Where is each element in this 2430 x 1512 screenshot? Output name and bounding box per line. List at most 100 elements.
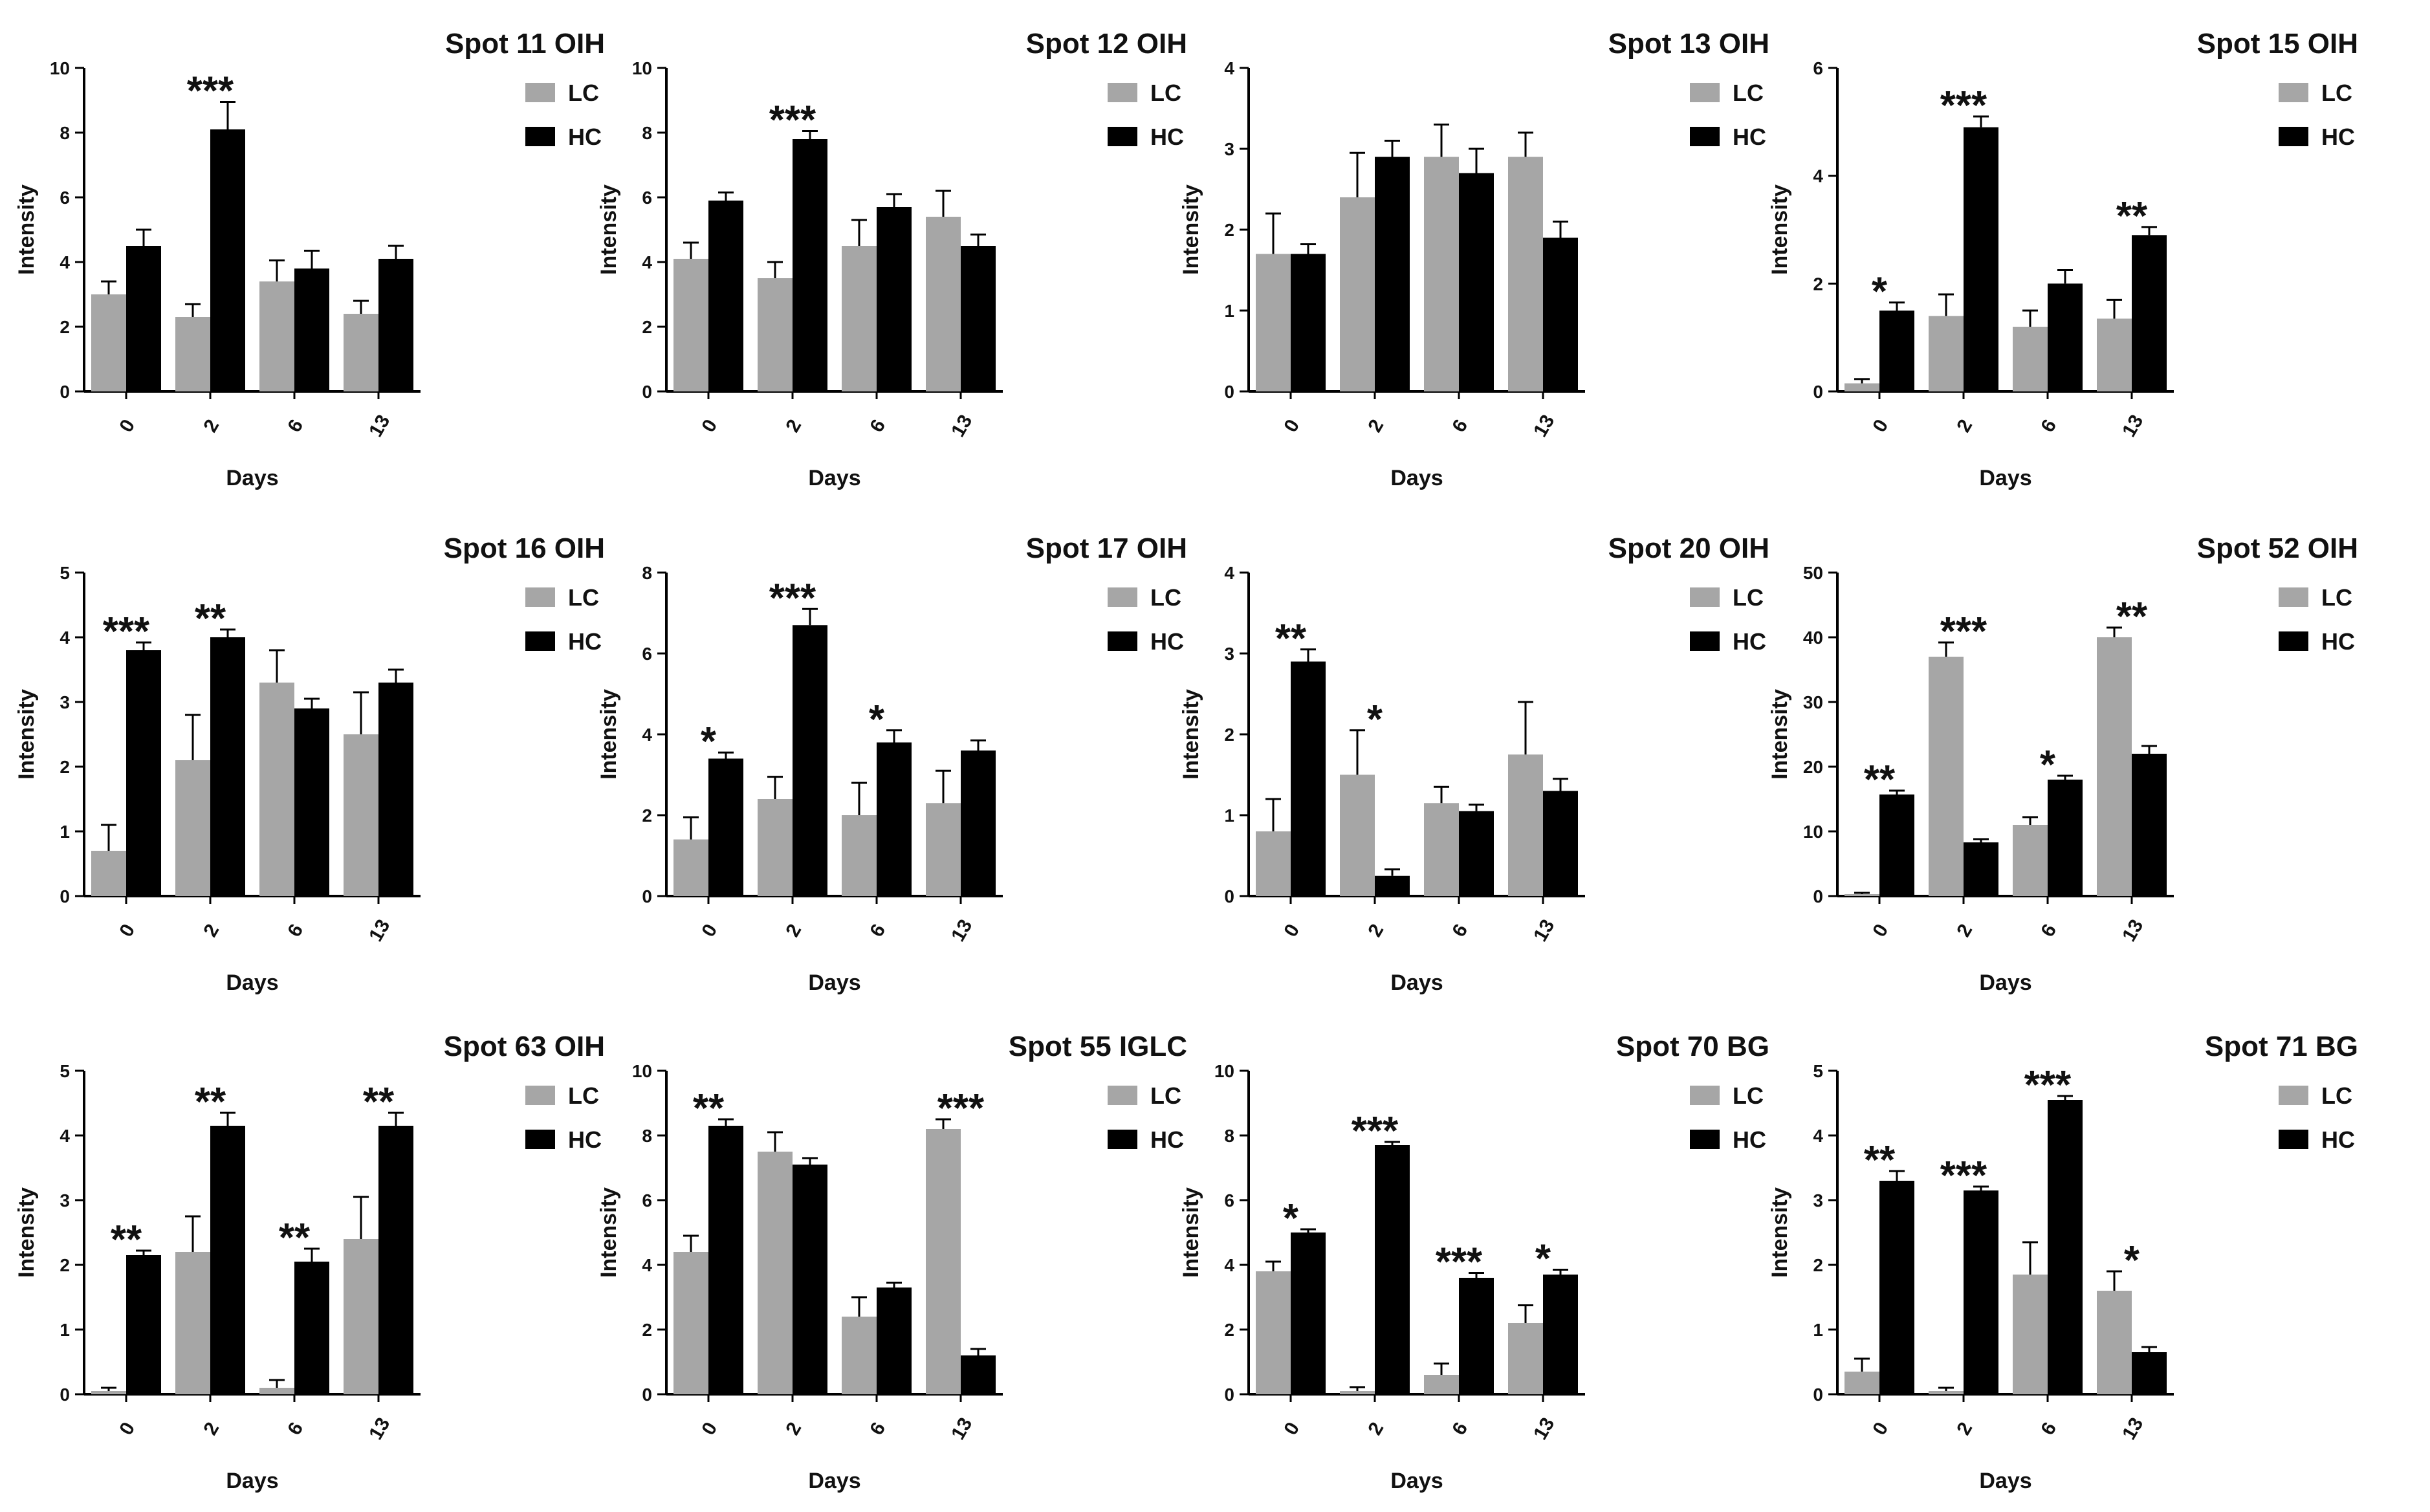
bar-lc <box>1424 1375 1459 1394</box>
bar-lc <box>926 1129 961 1394</box>
bar-hc <box>378 1126 413 1394</box>
x-tick-label: 0 <box>115 1419 139 1439</box>
legend-swatch <box>1690 1130 1720 1149</box>
bar-hc <box>2132 235 2167 391</box>
bar-lc <box>673 259 708 391</box>
bar-lc <box>2097 637 2132 896</box>
y-tick-label: 1 <box>1813 1320 1823 1340</box>
legend-label: HC <box>1733 1126 1766 1153</box>
bar-hc <box>1375 875 1410 896</box>
y-tick-label: 2 <box>60 757 70 777</box>
y-tick-label: 6 <box>60 188 70 208</box>
y-tick-label: 20 <box>1803 757 1823 777</box>
x-tick-label: 0 <box>697 416 721 436</box>
significance-marker: * <box>869 697 885 742</box>
bar-lc <box>91 851 126 896</box>
x-tick-label: 0 <box>115 416 139 436</box>
y-tick-label: 4 <box>60 252 70 272</box>
legend-label: HC <box>568 124 602 150</box>
y-tick-label: 10 <box>632 1061 652 1081</box>
significance-marker: *** <box>769 576 816 620</box>
legend-label: HC <box>2321 124 2355 150</box>
x-tick-label: 13 <box>947 1414 976 1443</box>
bar-hc <box>961 1355 996 1394</box>
y-axis-label: Intensity <box>597 1187 621 1278</box>
bar-lc <box>344 314 378 391</box>
significance-marker: *** <box>937 1086 985 1131</box>
significance-marker: * <box>1367 697 1383 742</box>
bar-hc <box>126 650 161 896</box>
x-tick-label: 13 <box>1529 1414 1559 1443</box>
x-tick-label: 0 <box>697 1419 721 1439</box>
bar-lc <box>1508 1323 1543 1394</box>
x-axis-label: Days <box>1390 466 1443 490</box>
chart-title: Spot 17 OIH <box>1026 532 1187 564</box>
legend-swatch <box>2279 631 2308 651</box>
y-tick-label: 3 <box>1813 1190 1823 1211</box>
bar-lc <box>1508 754 1543 896</box>
bar-lc <box>1256 831 1291 896</box>
significance-marker: ** <box>195 1080 226 1124</box>
x-tick-label: 13 <box>2118 411 2147 441</box>
legend-label: HC <box>1150 124 1184 150</box>
x-tick-label: 2 <box>782 416 805 436</box>
y-tick-label: 2 <box>1224 1320 1234 1340</box>
chart-panel: Spot 52 OIH 0 10 20 30 40 50 Intensity Days 0 ** 2 *… <box>1768 532 2358 995</box>
x-tick-label: 6 <box>866 416 890 436</box>
y-tick-label: 8 <box>642 123 652 143</box>
y-tick-label: 0 <box>1224 886 1234 906</box>
legend-swatch <box>1690 83 1720 102</box>
y-tick-label: 0 <box>642 886 652 906</box>
x-tick-label: 13 <box>365 411 394 441</box>
y-axis-label: Intensity <box>597 184 621 275</box>
y-tick-label: 6 <box>642 188 652 208</box>
y-tick-label: 0 <box>1813 382 1823 402</box>
significance-marker: ** <box>279 1216 311 1260</box>
y-tick-label: 2 <box>60 1255 70 1275</box>
bar-lc <box>1844 1372 1879 1394</box>
legend-swatch <box>1108 631 1137 651</box>
bar-lc <box>926 217 961 391</box>
chart-title: Spot 13 OIH <box>1608 28 1769 60</box>
y-tick-label: 0 <box>60 886 70 906</box>
y-tick-label: 4 <box>1224 1255 1234 1275</box>
legend-label: LC <box>2321 80 2352 106</box>
legend-label: HC <box>2321 628 2355 655</box>
y-tick-label: 0 <box>642 382 652 402</box>
bar-hc <box>1375 157 1410 391</box>
bar-hc <box>210 637 245 896</box>
bar-hc <box>708 201 743 391</box>
y-axis-label: Intensity <box>14 689 39 780</box>
y-tick-label: 4 <box>1224 563 1234 583</box>
x-tick-label: 2 <box>1953 416 1976 436</box>
x-axis-label: Days <box>1390 1469 1443 1493</box>
bar-hc <box>793 1165 827 1394</box>
legend-swatch <box>1108 1130 1137 1149</box>
y-tick-label: 40 <box>1803 628 1823 648</box>
legend-swatch <box>2279 587 2308 607</box>
y-tick-label: 1 <box>1224 805 1234 826</box>
x-tick-label: 0 <box>1280 921 1304 941</box>
legend-swatch <box>1690 1086 1720 1105</box>
bar-hc <box>1459 811 1494 896</box>
y-tick-label: 4 <box>1813 1126 1823 1146</box>
legend-swatch <box>1108 83 1137 102</box>
significance-marker: *** <box>1436 1240 1483 1285</box>
y-tick-label: 0 <box>60 1385 70 1405</box>
y-tick-label: 2 <box>1813 1255 1823 1275</box>
y-tick-label: 4 <box>642 252 652 272</box>
chart-title: Spot 16 OIH <box>444 532 605 564</box>
legend-swatch <box>1108 587 1137 607</box>
x-tick-label: 0 <box>1868 921 1892 941</box>
y-tick-label: 0 <box>1813 1385 1823 1405</box>
y-tick-label: 2 <box>1224 220 1234 240</box>
bar-lc <box>2013 327 2048 391</box>
x-tick-label: 6 <box>866 921 890 941</box>
bar-lc <box>344 1239 378 1394</box>
bar-hc <box>2132 1352 2167 1394</box>
bar-lc <box>926 803 961 896</box>
y-axis-label: Intensity <box>14 1187 39 1278</box>
bar-hc <box>210 1126 245 1394</box>
chart-title: Spot 70 BG <box>1616 1031 1769 1062</box>
significance-marker: *** <box>1352 1109 1399 1154</box>
